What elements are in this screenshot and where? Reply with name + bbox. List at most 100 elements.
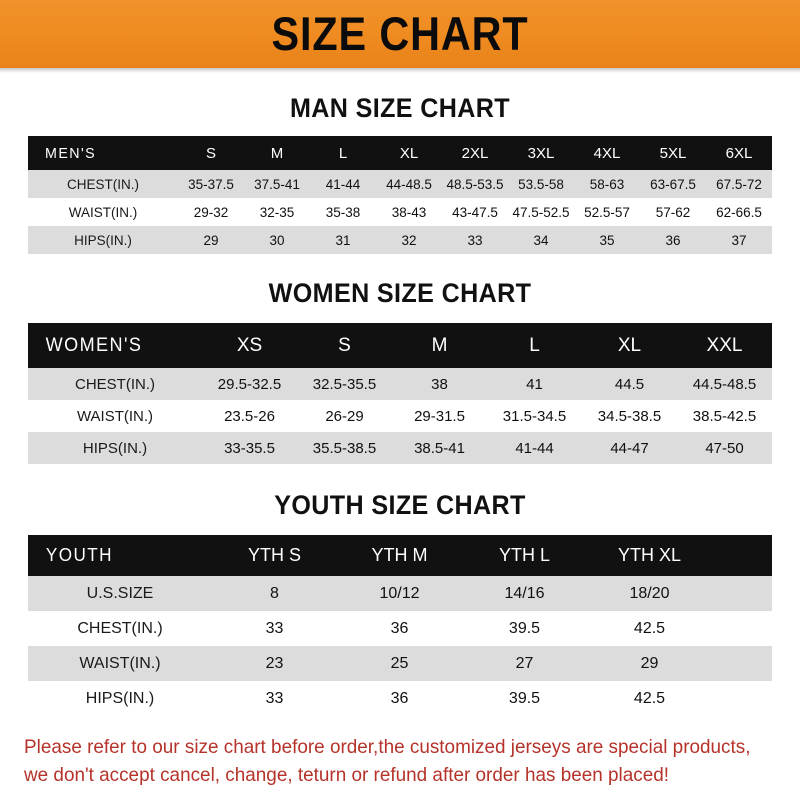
youth-table-row: U.S.SIZE 8 10/12 14/16 18/20 xyxy=(28,576,772,611)
youth-table-row: HIPS(IN.) 33 36 39.5 42.5 xyxy=(28,681,772,716)
women-column-header: S xyxy=(338,334,351,356)
man-cell: 62-66.5 xyxy=(716,204,762,220)
women-column-header: M xyxy=(431,334,448,356)
women-cell: 44-47 xyxy=(610,439,649,457)
man-cell: 31 xyxy=(335,232,351,248)
women-cell: 41 xyxy=(526,375,543,393)
man-cell: 63-67.5 xyxy=(650,176,696,192)
youth-header-label: YOUTH xyxy=(45,545,113,565)
women-cell: 29-31.5 xyxy=(414,407,465,425)
women-cell: 26-29 xyxy=(325,407,364,425)
women-column-header: L xyxy=(529,334,540,356)
youth-cell-spacer xyxy=(712,576,772,611)
youth-cell: 36 xyxy=(390,689,409,707)
man-column-header: M xyxy=(270,144,284,162)
youth-row-label: WAIST(IN.) xyxy=(79,654,161,672)
man-cell: 30 xyxy=(269,232,285,248)
order-policy-note-line-1: Please refer to our size chart before or… xyxy=(24,736,751,758)
youth-cell: 8 xyxy=(270,584,279,602)
women-table-row: CHEST(IN.) 29.5-32.5 32.5-35.5 38 41 44.5 44.5… xyxy=(28,368,772,400)
man-column-header: 3XL xyxy=(527,144,555,162)
man-table-row: WAIST(IN.) 29-32 32-35 35-38 38-43 43-47.5 47.… xyxy=(28,198,772,226)
youth-cell: 18/20 xyxy=(629,584,670,602)
youth-cell: 42.5 xyxy=(633,689,666,707)
youth-cell-spacer xyxy=(712,681,772,716)
youth-cell: 25 xyxy=(390,654,409,672)
women-table-row: HIPS(IN.) 33-35.5 35.5-38.5 38.5-41 41-44 44-… xyxy=(28,432,772,464)
youth-cell: 39.5 xyxy=(508,619,541,637)
youth-size-chart: YOUTH YTH S YTH M YTH L YTH XL U.S.SIZE 8 10/12… xyxy=(28,535,772,716)
man-cell: 35-38 xyxy=(325,204,361,220)
man-size-table: MEN'S S M L XL 2XL 3XL 4XL 5XL 6XL CHEST(IN.) 35-37… xyxy=(28,136,772,254)
man-cell: 38-43 xyxy=(391,204,427,220)
women-header-row: WOMEN'S XS S M L XL XXL xyxy=(28,323,772,368)
women-cell: 32.5-35.5 xyxy=(312,375,377,393)
women-cell: 44.5-48.5 xyxy=(692,375,757,393)
youth-cell: 39.5 xyxy=(508,689,541,707)
man-column-header: 2XL xyxy=(461,144,489,162)
man-column-header: XL xyxy=(399,144,419,162)
women-cell: 44.5 xyxy=(614,375,645,393)
women-cell: 34.5-38.5 xyxy=(597,407,662,425)
women-column-header: XS xyxy=(236,334,263,356)
youth-column-header: YTH XL xyxy=(617,545,682,565)
man-cell: 29-32 xyxy=(193,204,229,220)
man-row-label: HIPS(IN.) xyxy=(74,232,132,248)
man-cell: 33 xyxy=(467,232,483,248)
man-cell: 43-47.5 xyxy=(452,204,498,220)
women-row-label: CHEST(IN.) xyxy=(75,375,155,393)
youth-header-row: YOUTH YTH S YTH M YTH L YTH XL xyxy=(28,535,772,576)
youth-column-header: YTH M xyxy=(371,545,428,565)
man-header-row: MEN'S S M L XL 2XL 3XL 4XL 5XL 6XL xyxy=(28,136,772,170)
women-table-row: WAIST(IN.) 23.5-26 26-29 29-31.5 31.5-34.5 34… xyxy=(28,400,772,432)
man-table-row: CHEST(IN.) 35-37.5 37.5-41 41-44 44-48.5 48.5… xyxy=(28,170,772,198)
youth-cell: 23 xyxy=(265,654,284,672)
women-column-header: XL xyxy=(617,334,642,356)
youth-row-label: HIPS(IN.) xyxy=(85,689,155,707)
man-cell: 36 xyxy=(665,232,681,248)
youth-cell-spacer xyxy=(712,611,772,646)
man-cell: 67.5-72 xyxy=(716,176,762,192)
women-row-label: HIPS(IN.) xyxy=(82,439,148,457)
women-header-label: WOMEN'S xyxy=(45,334,143,356)
youth-cell: 36 xyxy=(390,619,409,637)
women-size-table: WOMEN'S XS S M L XL XXL CHEST(IN.) 29.5-32.5 32.5… xyxy=(28,323,772,464)
women-row-label: WAIST(IN.) xyxy=(76,407,154,425)
man-column-header: L xyxy=(338,144,348,162)
women-cell: 33-35.5 xyxy=(224,439,275,457)
women-cell: 47-50 xyxy=(705,439,744,457)
order-policy-note-line-2: we don't accept cancel, change, teturn o… xyxy=(24,763,670,786)
man-row-label: WAIST(IN.) xyxy=(68,204,138,220)
women-size-chart: WOMEN'S XS S M L XL XXL CHEST(IN.) 29.5-32.5 32.5… xyxy=(28,323,772,464)
youth-cell: 27 xyxy=(515,654,534,672)
order-policy-note: Please refer to our size chart before or… xyxy=(24,734,753,789)
man-row-label: CHEST(IN.) xyxy=(67,176,139,192)
youth-row-label: U.S.SIZE xyxy=(86,584,154,602)
youth-cell: 33 xyxy=(265,689,284,707)
women-table-body: WOMEN'S XS S M L XL XXL CHEST(IN.) 29.5-32.5 32.5… xyxy=(28,323,772,464)
youth-column-header: YTH S xyxy=(247,545,301,565)
man-header-label: MEN'S xyxy=(45,144,97,162)
youth-table-row: WAIST(IN.) 23 25 27 29 xyxy=(28,646,772,681)
man-cell: 34 xyxy=(533,232,549,248)
man-cell: 41-44 xyxy=(325,176,361,192)
man-cell: 57-62 xyxy=(655,204,691,220)
man-column-header: S xyxy=(205,144,216,162)
women-column-header: XXL xyxy=(706,334,743,356)
women-cell: 31.5-34.5 xyxy=(502,407,567,425)
man-cell: 48.5-53.5 xyxy=(446,176,504,192)
man-table-row: HIPS(IN.) 29 30 31 32 33 34 35 36 37 xyxy=(28,226,772,254)
man-cell: 52.5-57 xyxy=(584,204,630,220)
man-cell: 29 xyxy=(203,232,219,248)
women-section-title: WOMEN SIZE CHART xyxy=(268,278,532,308)
man-cell: 58-63 xyxy=(589,176,625,192)
banner-shadow xyxy=(0,68,800,73)
youth-cell: 14/16 xyxy=(504,584,545,602)
man-cell: 35-37.5 xyxy=(188,176,234,192)
man-cell: 32 xyxy=(401,232,417,248)
youth-section-title: YOUTH SIZE CHART xyxy=(274,490,526,520)
page-banner: SIZE CHART xyxy=(0,0,800,68)
youth-size-table: YOUTH YTH S YTH M YTH L YTH XL U.S.SIZE 8 10/12… xyxy=(28,535,772,716)
women-cell: 41-44 xyxy=(515,439,554,457)
page-title: SIZE CHART xyxy=(271,6,529,60)
